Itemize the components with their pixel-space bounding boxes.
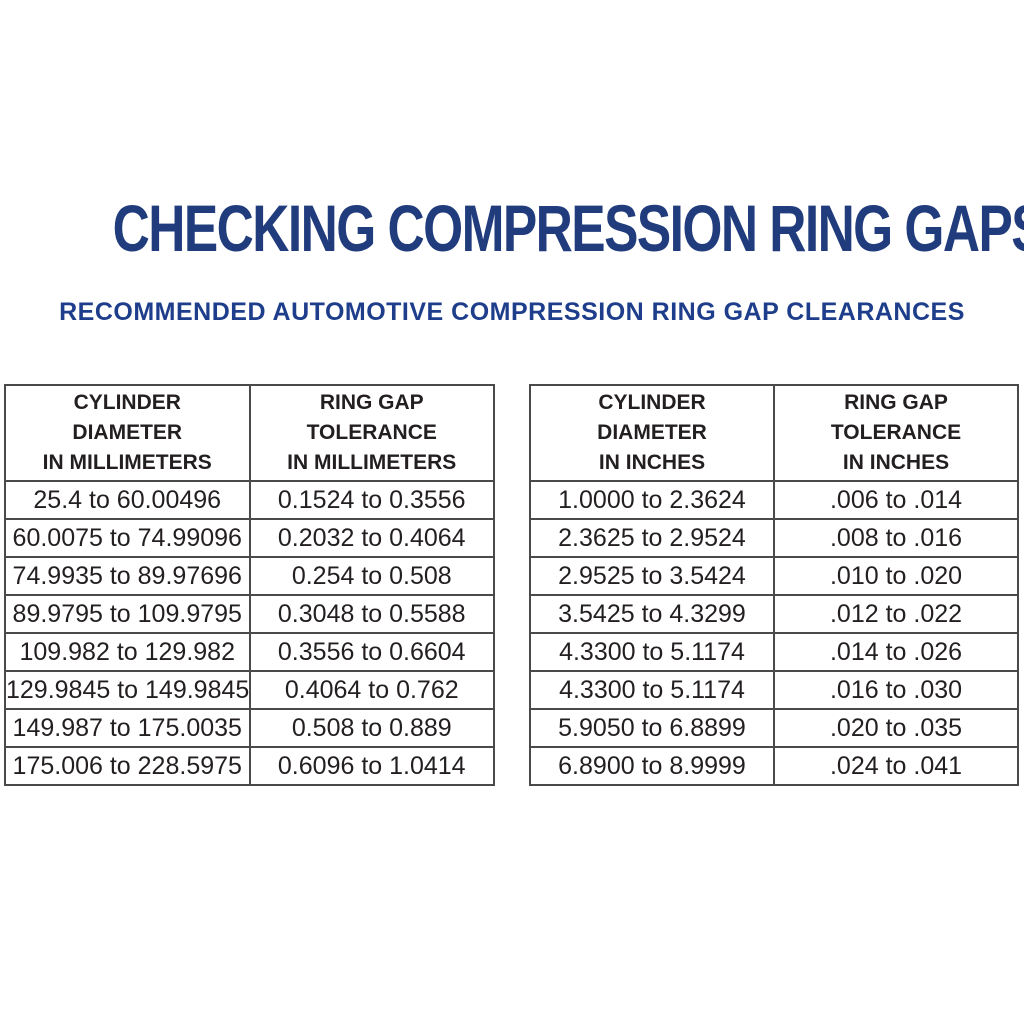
table-cell: 74.9935 to 89.97696 [4, 556, 251, 596]
table-row: 109.982 to 129.982 0.3556 to 0.6604 [4, 632, 495, 672]
table-cell: 0.254 to 0.508 [248, 556, 495, 596]
inches-table-header-row: CYLINDER DIAMETER IN INCHES RING GAP TOLE… [529, 384, 1019, 482]
inches-table: CYLINDER DIAMETER IN INCHES RING GAP TOLE… [529, 384, 1019, 786]
table-row: 129.9845 to 149.9845 0.4064 to 0.762 [4, 670, 495, 710]
table-cell: 3.5425 to 4.3299 [529, 594, 775, 634]
table-cell: 2.9525 to 3.5424 [529, 556, 775, 596]
table-row: 149.987 to 175.0035 0.508 to 0.889 [4, 708, 495, 748]
table-cell: 129.9845 to 149.9845 [4, 670, 251, 710]
table-cell: 60.0075 to 74.99096 [4, 518, 251, 558]
table-cell: 0.3556 to 0.6604 [248, 632, 495, 672]
table-cell: 5.9050 to 6.8899 [529, 708, 775, 748]
table-cell: 0.6096 to 1.0414 [248, 746, 495, 786]
millimeters-table-header-col1: CYLINDER DIAMETER IN MILLIMETERS [4, 384, 251, 482]
table-cell: 0.2032 to 0.4064 [248, 518, 495, 558]
table-row: 2.3625 to 2.9524.008 to .016 [529, 518, 1019, 558]
table-cell: .024 to .041 [773, 746, 1019, 786]
table-cell: 0.508 to 0.889 [248, 708, 495, 748]
table-row: 175.006 to 228.5975 0.6096 to 1.0414 [4, 746, 495, 786]
table-cell: .006 to .014 [773, 480, 1019, 520]
table-row: 89.9795 to 109.9795 0.3048 to 0.5588 [4, 594, 495, 634]
table-row: 6.8900 to 8.9999.024 to .041 [529, 746, 1019, 786]
table-cell: 89.9795 to 109.9795 [4, 594, 251, 634]
table-row: 5.9050 to 6.8899.020 to .035 [529, 708, 1019, 748]
page-title: CHECKING COMPRESSION RING GAPS [112, 191, 1024, 265]
table-cell: 149.987 to 175.0035 [4, 708, 251, 748]
table-row: 4.3300 to 5.1174.016 to .030 [529, 670, 1019, 710]
millimeters-table: CYLINDER DIAMETER IN MILLIMETERS RING GAP… [4, 384, 495, 786]
table-row: 4.3300 to 5.1174.014 to .026 [529, 632, 1019, 672]
table-row: 60.0075 to 74.99096 0.2032 to 0.4064 [4, 518, 495, 558]
table-row: 3.5425 to 4.3299.012 to .022 [529, 594, 1019, 634]
table-row: 2.9525 to 3.5424.010 to .020 [529, 556, 1019, 596]
table-cell: 175.006 to 228.5975 [4, 746, 251, 786]
table-cell: 4.3300 to 5.1174 [529, 632, 775, 672]
table-cell: 0.3048 to 0.5588 [248, 594, 495, 634]
table-row: 74.9935 to 89.97696 0.254 to 0.508 [4, 556, 495, 596]
table-cell: .008 to .016 [773, 518, 1019, 558]
table-row: 1.0000 to 2.3624.006 to .014 [529, 480, 1019, 520]
table-cell: 4.3300 to 5.1174 [529, 670, 775, 710]
table-cell: .016 to .030 [773, 670, 1019, 710]
page-subtitle: RECOMMENDED AUTOMOTIVE COMPRESSION RING … [59, 298, 965, 326]
table-cell: .010 to .020 [773, 556, 1019, 596]
table-cell: 2.3625 to 2.9524 [529, 518, 775, 558]
table-cell: 1.0000 to 2.3624 [529, 480, 775, 520]
millimeters-table-header-row: CYLINDER DIAMETER IN MILLIMETERS RING GAP… [4, 384, 495, 482]
table-cell: 25.4 to 60.00496 [4, 480, 251, 520]
inches-table-header-col1: CYLINDER DIAMETER IN INCHES [529, 384, 775, 482]
table-cell: 6.8900 to 8.9999 [529, 746, 775, 786]
millimeters-table-header-col2: RING GAP TOLERANCE IN MILLIMETERS [248, 384, 495, 482]
table-cell: 0.1524 to 0.3556 [248, 480, 495, 520]
table-cell: 109.982 to 129.982 [4, 632, 251, 672]
inches-table-header-col2: RING GAP TOLERANCE IN INCHES [773, 384, 1019, 482]
table-cell: .014 to .026 [773, 632, 1019, 672]
table-cell: .020 to .035 [773, 708, 1019, 748]
table-cell: .012 to .022 [773, 594, 1019, 634]
table-row: 25.4 to 60.00496 0.1524 to 0.3556 [4, 480, 495, 520]
table-cell: 0.4064 to 0.762 [248, 670, 495, 710]
